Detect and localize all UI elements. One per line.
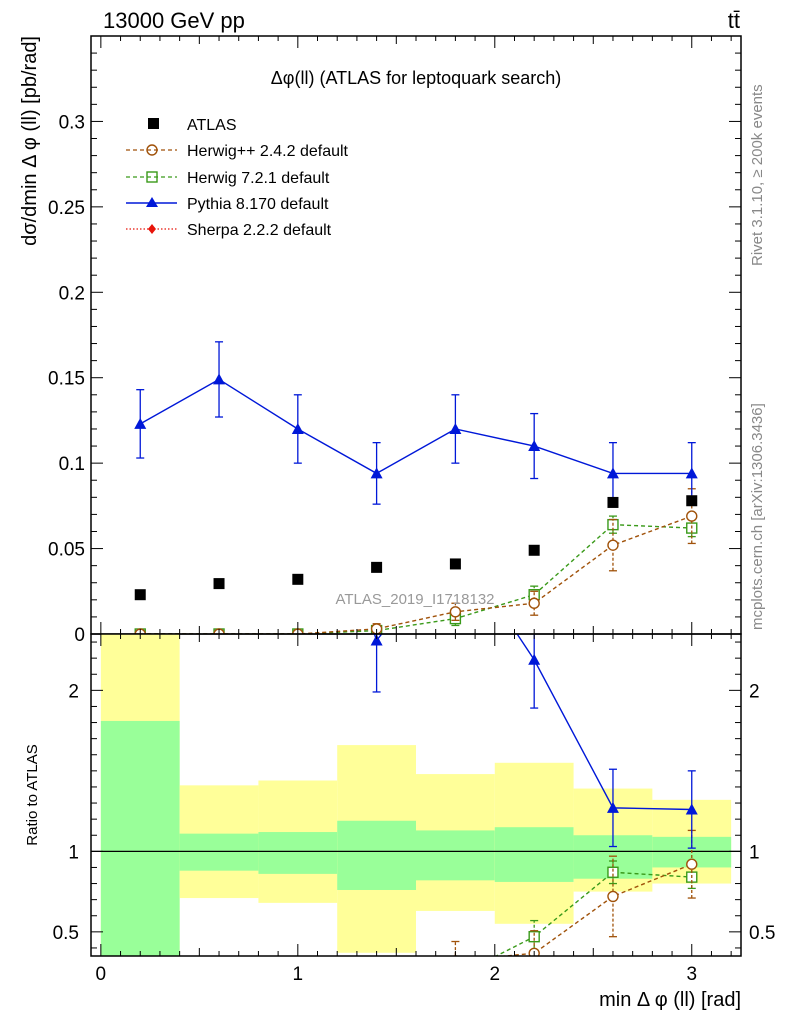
ratio-band-inner-3 bbox=[337, 820, 416, 890]
main-point-pythia-1 bbox=[213, 373, 226, 385]
main-point-data-5 bbox=[528, 544, 540, 556]
legend-entry-sherpa: Sherpa 2.2.2 default bbox=[126, 222, 332, 239]
main-y-tick-label-1: 0.1 bbox=[59, 454, 85, 475]
ratio-point-herwigpp-3 bbox=[372, 995, 382, 1005]
main-y-tick-label-2: 0.15 bbox=[48, 369, 85, 390]
ratio-point-pythia-6 bbox=[606, 801, 619, 813]
legend-marker-herwig7 bbox=[146, 171, 158, 183]
ratio-point-herwig7-3 bbox=[372, 999, 382, 1009]
legend-marker-pythia bbox=[146, 197, 158, 207]
ratio-point-herwigpp-7 bbox=[686, 858, 698, 870]
rivet-version-label: Rivet 3.1.10, ≥ 200k events bbox=[749, 84, 766, 266]
ratio-point-herwigpp-0 bbox=[135, 1007, 145, 1017]
ratio-band-inner-2 bbox=[258, 832, 338, 874]
ratio-point-herwig7-5 bbox=[528, 930, 540, 943]
main-point-pythia-0 bbox=[134, 417, 147, 429]
main-point-data-0 bbox=[134, 589, 146, 601]
ratio-line-pythia bbox=[373, 634, 692, 811]
ratio-y-tick-label-left-0: 0.5 bbox=[53, 923, 79, 944]
x-tick-label-3: 3 bbox=[686, 964, 697, 985]
main-y-tick-label-4: 0.25 bbox=[48, 198, 85, 219]
ratio-y-tick-label-right-0: 0.5 bbox=[749, 923, 775, 944]
main-line-herwig7 bbox=[140, 523, 692, 634]
main-point-data-1 bbox=[213, 578, 225, 590]
main-y-axis-label: dσ/dmin Δ φ (ll) [pb/rad] bbox=[19, 36, 41, 246]
legend-entry-herwigpp: Herwig++ 2.4.2 default bbox=[126, 143, 349, 160]
ratio-point-herwig7-6 bbox=[607, 866, 619, 878]
ratio-y-tick-label-right-2: 2 bbox=[749, 681, 760, 702]
main-y-tick-label-zero: 0 bbox=[74, 625, 85, 646]
ratio-y-axis-label: Ratio to ATLAS bbox=[24, 744, 41, 845]
ratio-band-inner-5 bbox=[494, 827, 574, 882]
main-point-pythia-7 bbox=[685, 467, 698, 479]
main-panel: 0.05 0.1 0.15 0.2 0.25 0.3 0 bbox=[48, 35, 742, 646]
legend-entry-herwig7: Herwig 7.2.1 default bbox=[126, 170, 330, 187]
main-line-herwigpp bbox=[140, 515, 692, 634]
ratio-band-inner-0 bbox=[100, 720, 180, 956]
legend-marker-sherpa bbox=[148, 224, 156, 234]
legend-label-sherpa: Sherpa 2.2.2 default bbox=[187, 222, 332, 239]
x-tick-label-2: 2 bbox=[489, 964, 500, 985]
ratio-point-pythia-7 bbox=[685, 803, 698, 815]
ratio-band-inner-1 bbox=[179, 833, 259, 871]
ratio-point-pythia-5 bbox=[528, 653, 541, 665]
legend-label-herwigpp: Herwig++ 2.4.2 default bbox=[187, 143, 349, 160]
header-process-label: tt̄ bbox=[728, 8, 740, 33]
ratio-point-herwigpp-2 bbox=[293, 1007, 303, 1017]
main-y-tick-label-5: 0.3 bbox=[59, 112, 85, 133]
main-point-herwigpp-6 bbox=[607, 539, 619, 551]
legend-marker-atlas bbox=[148, 118, 159, 129]
chart-title: Δφ(ll) (ATLAS for leptoquark search) bbox=[271, 68, 561, 88]
legend-label-pythia: Pythia 8.170 default bbox=[187, 196, 329, 213]
legend-entry-atlas: ATLAS bbox=[148, 117, 237, 134]
mcplots-label: mcplots.cern.ch [arXiv:1306.3436] bbox=[749, 403, 766, 630]
legend-entry-pythia: Pythia 8.170 default bbox=[126, 196, 329, 213]
ratio-point-pythia-3 bbox=[370, 634, 383, 646]
x-tick-label-1: 1 bbox=[293, 964, 304, 985]
ratio-line-herwigpp bbox=[498, 863, 693, 956]
ratio-line-herwig7 bbox=[494, 871, 692, 956]
ratio-point-herwig7-0 bbox=[135, 1007, 145, 1017]
header-energy-label: 13000 GeV pp bbox=[103, 8, 245, 33]
legend-label-herwig7: Herwig 7.2.1 default bbox=[187, 170, 330, 187]
main-point-pythia-6 bbox=[606, 467, 619, 479]
ratio-panel: 0 1 2 3 0.5 0.5 1 1 2 2 bbox=[53, 535, 775, 1017]
ratio-y-tick-label-left-2: 2 bbox=[68, 681, 79, 702]
x-tick-label-0: 0 bbox=[96, 964, 107, 985]
ratio-point-herwigpp-1 bbox=[214, 1007, 224, 1017]
main-point-pythia-5 bbox=[528, 440, 541, 452]
legend-label-atlas: ATLAS bbox=[187, 117, 237, 134]
main-point-data-6 bbox=[607, 496, 619, 508]
main-point-pythia-4 bbox=[449, 422, 462, 434]
legend: ATLAS Herwig++ 2.4.2 default Herwig 7.2.… bbox=[126, 117, 349, 239]
ratio-point-herwigpp-4 bbox=[452, 955, 459, 956]
main-point-data-7 bbox=[686, 495, 698, 507]
ratio-point-herwigpp-6 bbox=[607, 890, 619, 903]
main-point-data-2 bbox=[292, 573, 304, 585]
ratio-band-inner-4 bbox=[416, 830, 495, 881]
analysis-watermark: ATLAS_2019_I1718132 bbox=[335, 591, 494, 608]
main-point-data-4 bbox=[449, 558, 461, 570]
main-point-pythia-3 bbox=[370, 467, 383, 479]
ratio-y-tick-label-right-1: 1 bbox=[749, 842, 760, 863]
ratio-point-herwig7-4 bbox=[450, 972, 460, 982]
main-point-herwigpp-5 bbox=[528, 597, 540, 609]
main-point-herwigpp-7 bbox=[686, 510, 698, 522]
ratio-point-herwig7-1 bbox=[214, 1007, 224, 1017]
ratio-point-pythia-4 bbox=[449, 535, 461, 546]
main-point-herwigpp-4 bbox=[449, 606, 462, 618]
ratio-y-tick-label-left-1: 1 bbox=[68, 842, 79, 863]
ratio-point-herwig7-2 bbox=[293, 1007, 303, 1017]
main-y-tick-label-0: 0.05 bbox=[48, 540, 85, 561]
legend-marker-herwigpp bbox=[146, 144, 158, 156]
main-y-tick-label-3: 0.2 bbox=[59, 283, 85, 304]
x-axis-label: min Δ φ (ll) [rad] bbox=[599, 989, 741, 1011]
main-point-data-3 bbox=[371, 561, 383, 573]
main-point-pythia-2 bbox=[291, 422, 304, 434]
main-line-pythia bbox=[139, 378, 692, 475]
